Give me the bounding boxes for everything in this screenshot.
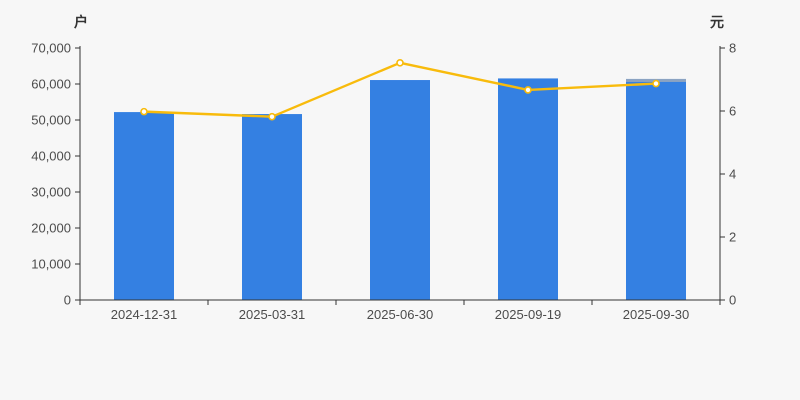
right-axis-tick-label: 2 [729,230,736,245]
left-axis-tick-label: 10,000 [31,257,71,272]
x-axis-category-label: 2024-12-31 [111,307,178,322]
right-axis-tick-label: 0 [729,293,736,308]
left-axis-tick-label: 40,000 [31,149,71,164]
left-axis-tick-label: 60,000 [31,77,71,92]
bar-2025-03-31[interactable] [242,114,302,300]
right-axis-unit-label: 元 [710,14,724,30]
line-marker-2024-12-31[interactable] [140,107,148,116]
left-axis-tick-label: 50,000 [31,113,71,128]
line-marker-2025-06-30[interactable] [396,59,404,67]
left-axis-tick-label: 20,000 [31,221,71,236]
left-axis-unit-label: 户 [74,14,88,30]
line-marker-2025-09-30[interactable] [652,79,660,88]
right-axis-tick-label: 8 [729,41,736,56]
right-axis-tick-label: 4 [729,167,736,182]
left-axis-tick-label: 30,000 [31,185,71,200]
line-marker-2025-03-31[interactable] [268,112,276,121]
bar-2025-06-30[interactable] [370,80,430,300]
left-axis-tick-label: 0 [64,293,71,308]
x-axis-category-label: 2025-09-30 [623,307,690,322]
right-axis-tick-label: 6 [729,104,736,119]
x-axis-category-label: 2025-09-19 [495,307,562,322]
bar-2024-12-31[interactable] [114,112,174,300]
x-axis-category-label: 2025-03-31 [239,307,306,322]
line-marker-2025-09-19[interactable] [524,86,532,94]
left-axis-tick-label: 70,000 [31,41,71,56]
bar-2025-09-19[interactable] [498,78,558,300]
x-axis-category-label: 2025-06-30 [367,307,434,322]
bar-2025-09-30[interactable] [626,78,686,301]
